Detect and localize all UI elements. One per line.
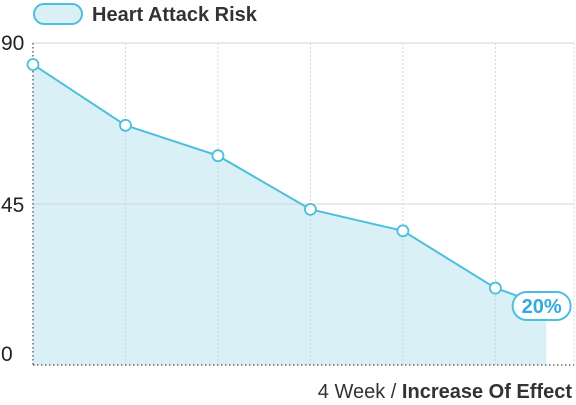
y-tick-label: 90 (1, 32, 24, 55)
x-axis-label: 4 Week / Increase Of Effect (318, 381, 573, 403)
grid-layer (33, 42, 575, 365)
y-tick-label: 0 (1, 343, 13, 366)
data-point (396, 224, 410, 238)
data-point (26, 58, 40, 71)
series-area (33, 64, 547, 365)
legend: Heart Attack Risk (33, 3, 258, 26)
x-axis-label-bold: Increase Of Effect (402, 381, 572, 403)
point-layer (26, 58, 502, 295)
data-point (488, 281, 502, 295)
legend-swatch (33, 3, 83, 25)
end-value-badge-frame (511, 290, 572, 321)
data-point (211, 149, 225, 163)
end-value-badge: 20% (511, 290, 572, 321)
y-tick-label: 45 (1, 194, 24, 217)
x-axis-label-prefix: 4 Week / (318, 381, 397, 403)
legend-label: Heart Attack Risk (92, 4, 258, 26)
axis-layer (32, 43, 574, 366)
data-point (304, 202, 317, 216)
area-layer (33, 64, 547, 365)
end-value-label: 20% (522, 296, 562, 318)
ytick-labels: 0 45 90 (1, 32, 24, 366)
data-point (119, 118, 132, 132)
